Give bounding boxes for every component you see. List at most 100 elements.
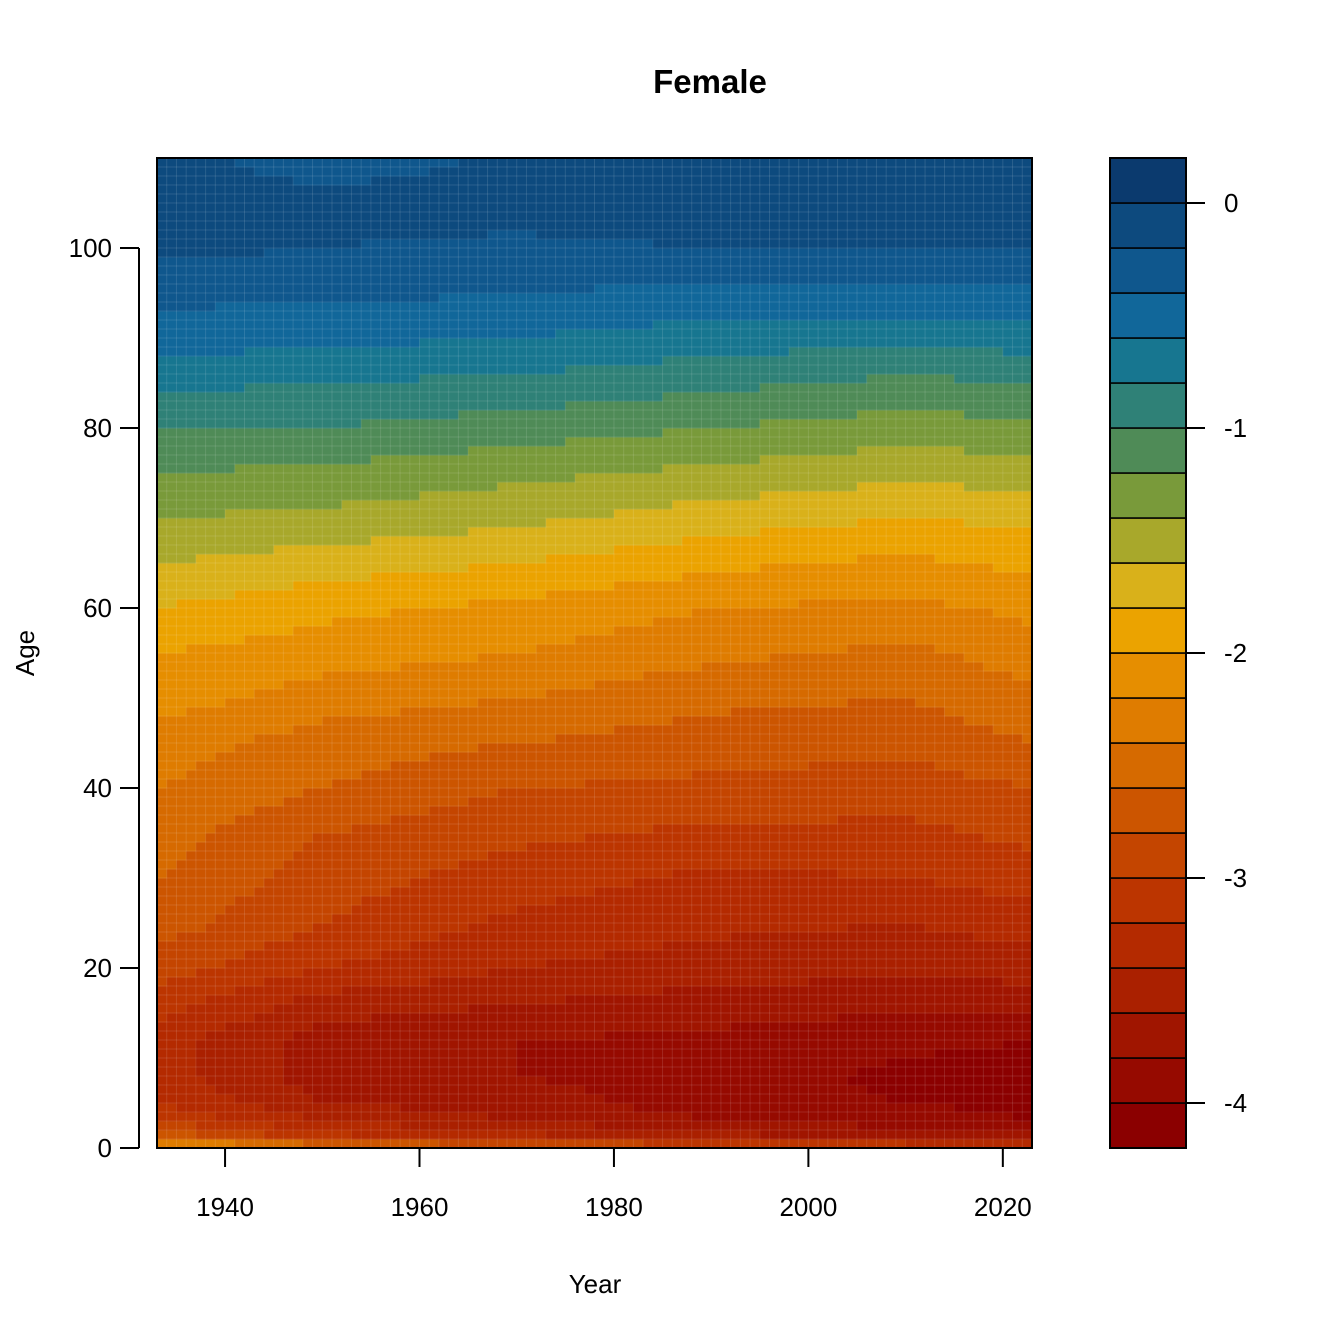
heatmap-cell: [176, 671, 187, 681]
heatmap-cell: [273, 1085, 284, 1095]
heatmap-cell: [215, 527, 226, 537]
heatmap-cell: [477, 1085, 488, 1095]
heatmap-cell: [438, 878, 450, 888]
heatmap-cell: [263, 806, 275, 816]
heatmap-cell: [458, 1112, 469, 1122]
heatmap-cell: [195, 293, 207, 303]
heatmap-cell: [594, 779, 605, 789]
heatmap-cell: [584, 419, 595, 429]
heatmap-cell: [516, 1058, 527, 1068]
heatmap-cell: [419, 473, 430, 483]
heatmap-cell: [487, 428, 498, 438]
heatmap-cell: [555, 860, 566, 870]
heatmap-cell: [244, 887, 255, 897]
heatmap-cell: [205, 158, 216, 168]
heatmap-cell: [215, 617, 226, 627]
heatmap-cell: [273, 1067, 284, 1077]
heatmap-cell: [322, 851, 333, 861]
heatmap-cell: [293, 1004, 304, 1014]
heatmap-cell: [409, 617, 420, 627]
heatmap-cell: [468, 401, 479, 411]
heatmap-cell: [157, 446, 168, 456]
heatmap-cell: [312, 941, 323, 951]
heatmap-cell: [555, 473, 566, 483]
heatmap-cell: [419, 320, 430, 330]
heatmap-cell: [195, 473, 207, 483]
heatmap-cell: [575, 509, 586, 519]
heatmap-cell: [487, 275, 498, 285]
heatmap-cell: [225, 869, 236, 879]
heatmap-cell: [565, 914, 576, 924]
heatmap-cell: [536, 1004, 547, 1014]
heatmap-cell: [507, 194, 518, 204]
heatmap-cell: [312, 833, 323, 843]
heatmap-cell: [341, 716, 352, 726]
heatmap-cell: [536, 239, 547, 249]
heatmap-cell: [322, 563, 333, 573]
heatmap-cell: [390, 671, 401, 681]
heatmap-cell: [526, 986, 537, 996]
heatmap-cell: [176, 419, 187, 429]
heatmap-cell: [244, 401, 255, 411]
heatmap-cell: [458, 779, 469, 789]
heatmap-cell: [186, 401, 197, 411]
heatmap-cell: [244, 239, 255, 249]
heatmap-cell: [584, 554, 595, 564]
heatmap-cell: [332, 338, 343, 348]
heatmap-cell: [273, 653, 284, 663]
heatmap-cell: [575, 653, 586, 663]
heatmap-cell: [536, 203, 547, 213]
heatmap-cell: [409, 644, 420, 654]
heatmap-cell: [468, 455, 479, 465]
heatmap-cell: [448, 815, 459, 825]
heatmap-cell: [516, 671, 527, 681]
heatmap-cell: [370, 608, 382, 618]
heatmap-cell: [215, 590, 226, 600]
heatmap-cell: [254, 383, 265, 393]
heatmap-cell: [584, 437, 595, 447]
heatmap-cell: [361, 824, 372, 834]
heatmap-cell: [370, 662, 382, 672]
heatmap-cell: [332, 1076, 343, 1086]
heatmap-cell: [186, 392, 197, 402]
heatmap-cell: [526, 581, 537, 591]
heatmap-cell: [545, 1103, 557, 1113]
heatmap-cell: [584, 1130, 595, 1140]
heatmap-cell: [234, 509, 245, 519]
heatmap-cell: [234, 869, 245, 879]
heatmap-cell: [497, 1004, 508, 1014]
heatmap-cell: [390, 536, 401, 546]
heatmap-cell: [545, 626, 557, 636]
heatmap-cell: [526, 338, 537, 348]
heatmap-cell: [341, 617, 352, 627]
heatmap-cell: [312, 896, 323, 906]
heatmap-cell: [390, 464, 401, 474]
heatmap-cell: [302, 1121, 313, 1131]
heatmap-cell: [390, 1139, 401, 1149]
heatmap-cell: [322, 419, 333, 429]
heatmap-cell: [351, 680, 362, 690]
heatmap-cell: [497, 815, 508, 825]
heatmap-cell: [215, 455, 226, 465]
heatmap-cell: [254, 401, 265, 411]
heatmap-cell: [351, 545, 362, 555]
heatmap-cell: [302, 320, 313, 330]
heatmap-cell: [283, 914, 294, 924]
heatmap-cell: [195, 716, 207, 726]
heatmap-cell: [448, 248, 459, 258]
heatmap-cell: [487, 986, 498, 996]
heatmap-cell: [380, 446, 391, 456]
heatmap-cell: [332, 1004, 343, 1014]
heatmap-cell: [409, 257, 420, 267]
heatmap-cell: [341, 518, 352, 528]
heatmap-cell: [322, 338, 333, 348]
heatmap-cell: [409, 1103, 420, 1113]
heatmap-cell: [166, 203, 177, 213]
heatmap-cell: [477, 311, 488, 321]
heatmap-cell: [157, 491, 168, 501]
heatmap-cell: [234, 473, 245, 483]
heatmap-cell: [575, 572, 586, 582]
heatmap-cell: [507, 473, 518, 483]
heatmap-cell: [584, 851, 595, 861]
